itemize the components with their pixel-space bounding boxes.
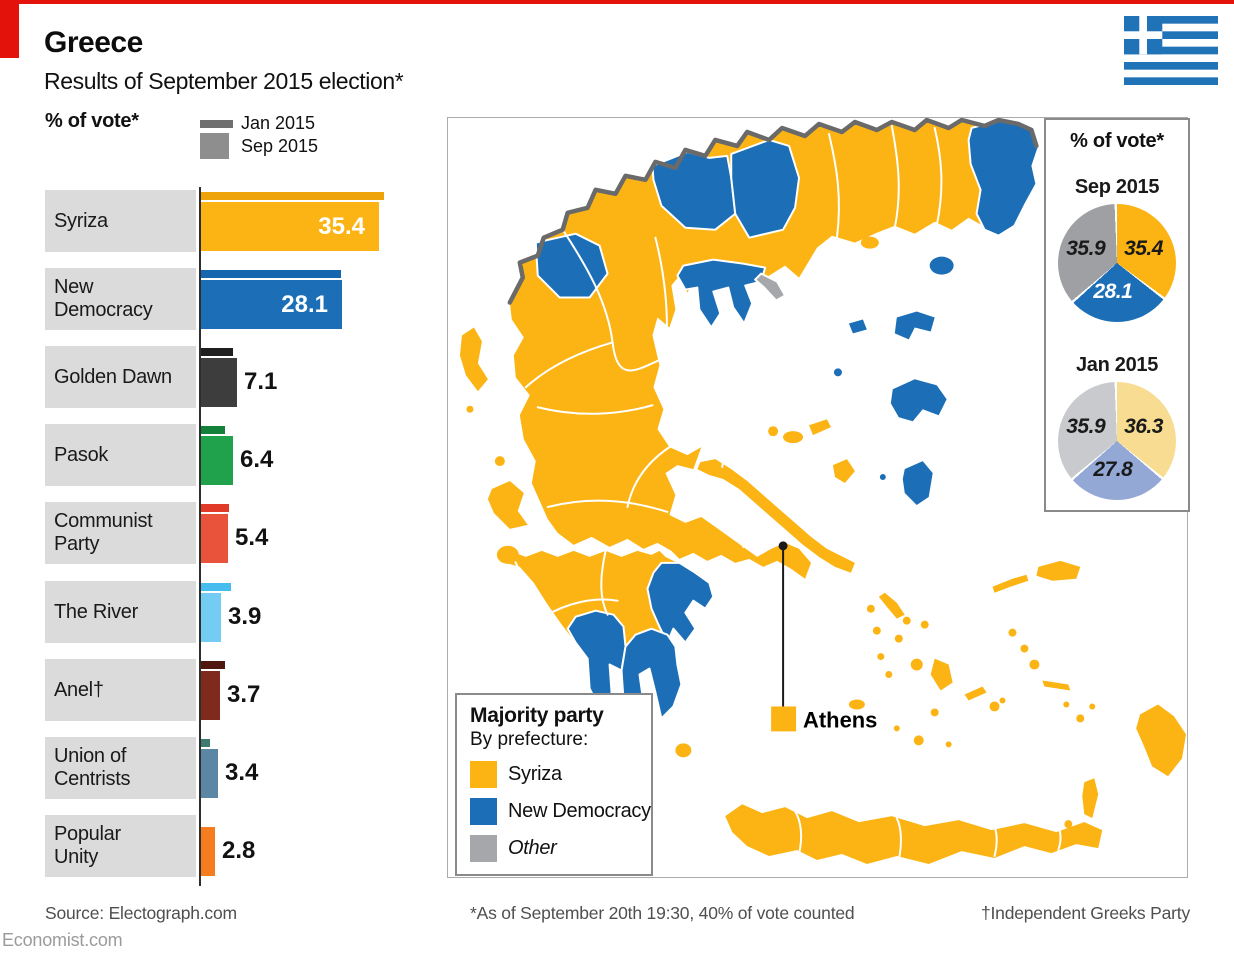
map-region-evros-blue [967,118,1040,237]
map-legend-label: Syriza [508,763,562,785]
bar-value-pasok: 6.4 [240,446,274,473]
map-region-chalkidiki-blue [676,258,767,329]
legend-sep-label: Sep 2015 [241,136,319,156]
bar-sep-new-democracy [201,280,342,329]
bar-sep-anel- [201,671,220,720]
party-label-popular-unity: Popular Unity [45,815,196,877]
athens-callout: Athens [771,541,877,732]
pie-jan-2015: 36.3 27.8 35.9 [1058,382,1176,500]
bar-value-golden-dawn: 7.1 [244,368,278,395]
footnote-asterisk: *As of September 20th 19:30, 40% of vote… [470,903,855,923]
bar-sep-pasok [201,436,233,485]
swatch-syriza [470,761,497,788]
bar-chart-axis-label: % of vote* [45,110,139,132]
map-region-cmac-east-blue [730,138,801,239]
pie-value-other: 35.9 [1066,237,1106,261]
map-crete-island [725,804,1103,865]
map-legend-item-other: Other [470,835,651,862]
greek-flag-icon [1124,16,1218,85]
bar-chart-axis-line [199,187,201,886]
map-legend-item-new-democracy: New Democracy [470,798,651,825]
party-label-anel-: Anel† [45,659,196,721]
bar-jan-communist-party [201,504,229,512]
pie-value-other: 35.9 [1066,415,1106,439]
map-islands-syriza [459,229,1187,829]
map-national-border [507,117,1039,305]
bar-jan-anel- [201,661,225,669]
party-label-golden-dawn: Golden Dawn [45,346,196,408]
party-label-communist-party: Communist Party [45,502,196,564]
party-label-pasok: Pasok [45,424,196,486]
bar-sep-the-river [201,593,221,642]
greece-map-frame: Athens [447,117,1188,878]
athens-dot [778,541,788,551]
swatch-new-democracy [470,798,497,825]
bar-value-anel-: 3.7 [227,681,261,708]
pie-panel-title: % of vote* [1070,130,1164,152]
economist-brand-url: Economist.com [2,930,123,950]
bar-value-communist-party: 5.4 [235,524,269,551]
page-title: Greece [44,26,143,59]
source-credit: Source: Electograph.com [45,903,237,923]
map-legend-label: New Democracy [508,800,651,822]
map-islands-new-democracy [833,256,954,505]
bar-sep-communist-party [201,514,228,563]
bar-value-union-of-centrists: 3.4 [225,759,259,786]
bar-chart: Syriza 35.4 New Democracy 28.1 Golden Dawn 7.1… [45,187,465,890]
greece-choropleth-map: Athens [459,117,1187,865]
map-region-argolis-blue [646,561,715,644]
party-label-the-river: The River [45,581,196,643]
map-region-athos-grey [754,272,787,302]
swatch-other [470,835,497,862]
pie-value-new-democracy: 27.8 [1093,457,1133,481]
page-subtitle: Results of September 2015 election* [44,68,404,94]
party-label-new-democracy: New Democracy [45,268,196,330]
bar-value-new-democracy: 28.1 [281,291,328,318]
map-region-nw-blue [534,232,609,299]
economist-red-tab [0,0,19,58]
map-legend-title: Majority party [470,704,604,727]
bar-jan-golden-dawn [201,348,233,356]
map-legend-label: Other [508,837,557,859]
pie-sep-2015: 35.4 28.1 35.9 [1058,204,1176,322]
bar-value-the-river: 3.9 [228,603,262,630]
map-legend-item-syriza: Syriza [470,761,651,788]
map-prefecture-borders [508,124,1062,862]
bar-value-popular-unity: 2.8 [222,837,256,864]
legend-sep-swatch [200,133,229,159]
pie-value-syriza: 36.3 [1124,415,1163,439]
bar-jan-new-democracy [201,270,341,278]
pie-panel: % of vote* Sep 2015 35.4 28.1 35.9 Jan 201… [1044,118,1190,512]
footnote-dagger: †Independent Greeks Party [980,903,1190,923]
top-red-rule [0,0,1234,4]
pie-jan-title: Jan 2015 [1075,354,1159,376]
map-region-messenia-blue [566,609,627,714]
athens-label: Athens [803,707,877,732]
bar-sep-golden-dawn [201,358,237,407]
pie-value-syriza: 35.4 [1124,237,1163,261]
pie-sep-title: Sep 2015 [1074,176,1160,198]
map-euboea-island [697,459,855,573]
party-label-union-of-centrists: Union of Centrists [45,737,196,799]
map-legend-subtitle: By prefecture: [470,729,589,750]
pie-value-new-democracy: 28.1 [1093,279,1133,303]
bar-sep-syriza [201,202,379,251]
bar-jan-union-of-centrists [201,739,210,747]
bar-jan-pasok [201,426,225,434]
bar-sep-popular-unity [201,827,215,876]
athens-swatch [771,706,797,732]
bar-jan-the-river [201,583,231,591]
map-legend: Majority party By prefecture: Syriza New … [455,693,653,876]
legend-jan-swatch [200,120,233,128]
legend-jan-label: Jan 2015 [241,113,316,133]
map-mainland-syriza [509,119,1037,579]
bar-value-syriza: 35.4 [318,213,365,240]
footnotes: *As of September 20th 19:30, 40% of vote… [470,903,1190,924]
bar-jan-syriza [201,192,384,200]
bar-sep-union-of-centrists [201,749,218,798]
party-label-syriza: Syriza [45,190,196,252]
